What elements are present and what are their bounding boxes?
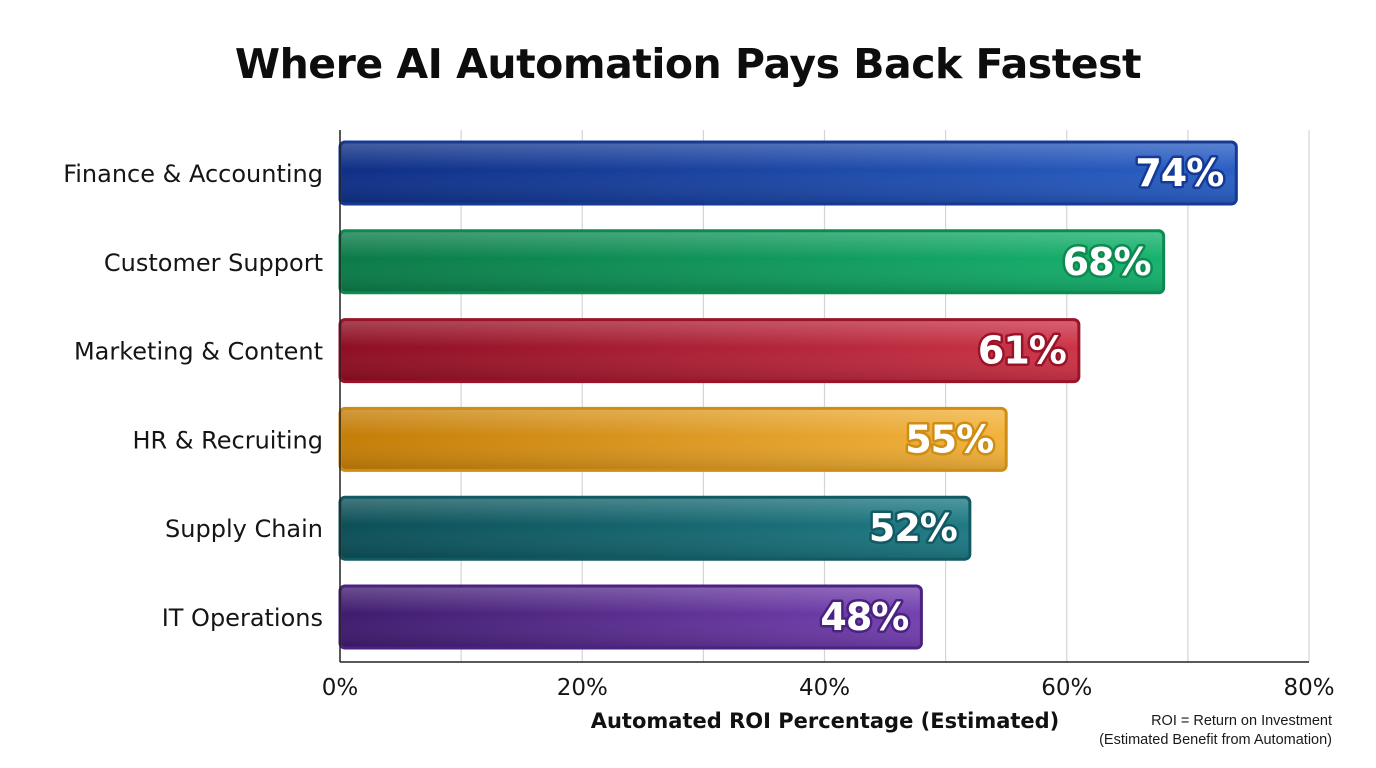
- category-label: IT Operations: [162, 604, 323, 632]
- bar-shine: [341, 498, 969, 558]
- x-tick-label: 60%: [1041, 675, 1092, 701]
- bar: 48%: [338, 584, 923, 650]
- bar: 52%: [338, 495, 972, 561]
- category-label: Marketing & Content: [74, 338, 323, 366]
- gridlines: [460, 130, 1310, 662]
- category-label: Customer Support: [104, 249, 323, 277]
- category-label: Finance & Accounting: [63, 160, 323, 188]
- category-label: Supply Chain: [165, 515, 323, 543]
- x-tick-label: 40%: [799, 675, 850, 701]
- x-axis-title: Automated ROI Percentage (Estimated): [590, 709, 1060, 733]
- chart-title: Where AI Automation Pays Back Fastest: [234, 40, 1142, 88]
- bar-shine: [341, 143, 1235, 203]
- bar-shine: [341, 232, 1163, 292]
- bar-shine: [341, 409, 1005, 469]
- bar-value-label: 61%: [978, 329, 1066, 373]
- footnote: ROI = Return on Investment (Estimated Be…: [1099, 712, 1332, 750]
- bar-value-label: 52%: [869, 506, 957, 550]
- bar-value-label: 74%: [1135, 151, 1223, 195]
- category-labels: Finance & Accounting Customer Support Mark…: [63, 160, 323, 632]
- bar-shine: [341, 587, 920, 647]
- bar: 68%: [338, 229, 1166, 295]
- x-tick-label: 80%: [1283, 675, 1334, 701]
- footnote-line-1: ROI = Return on Investment: [1151, 713, 1332, 729]
- bar-value-label: 48%: [820, 595, 908, 639]
- bar: 61%: [338, 318, 1081, 384]
- x-tick-label: 20%: [557, 675, 608, 701]
- bar: 55%: [338, 406, 1008, 472]
- bars: 74% 68% 61% 55% 52% 48%: [338, 140, 1238, 650]
- category-label: HR & Recruiting: [132, 426, 323, 454]
- bar: 74%: [338, 140, 1238, 206]
- bar-value-label: 68%: [1063, 240, 1151, 284]
- footnote-line-2: (Estimated Benefit from Automation): [1099, 732, 1332, 748]
- axes: [339, 130, 1309, 663]
- x-tick-label: 0%: [322, 675, 359, 701]
- bar-value-label: 55%: [905, 417, 993, 461]
- x-tick-labels: 0% 20% 40% 60% 80%: [322, 675, 1335, 701]
- bar-shine: [341, 321, 1078, 381]
